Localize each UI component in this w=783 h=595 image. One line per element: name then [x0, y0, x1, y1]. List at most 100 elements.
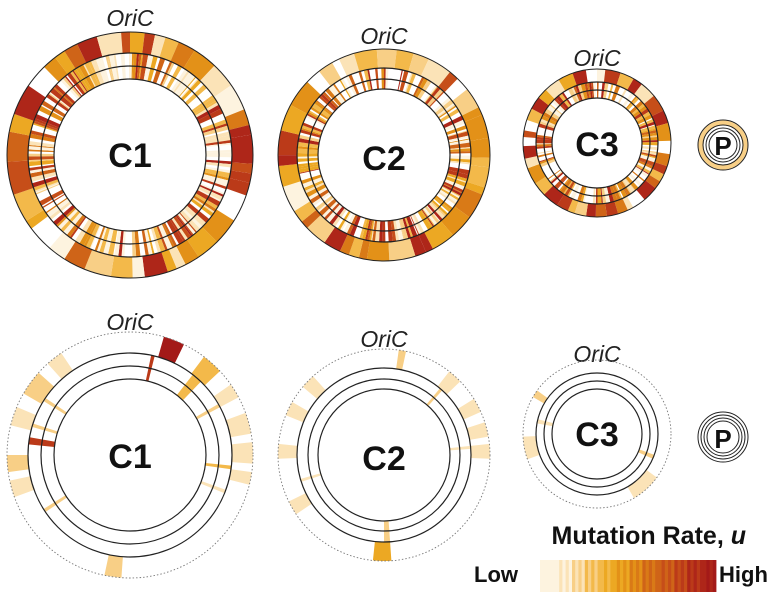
mutation-segment — [159, 37, 179, 62]
mutation-segment — [7, 455, 29, 473]
legend-color-stop — [565, 560, 570, 592]
mutation-segment — [226, 178, 250, 196]
mutation-segment — [200, 65, 232, 98]
mutation-segment — [328, 85, 345, 105]
oric-label: OriC — [360, 23, 408, 49]
mutation-segment — [523, 130, 537, 139]
mutation-segment — [574, 201, 588, 217]
mutation-segment — [586, 203, 597, 217]
mutation-segment — [230, 162, 253, 174]
mutation-segment — [64, 43, 87, 69]
mutation-segment — [627, 469, 657, 499]
mutation-segment — [446, 125, 467, 135]
mutation-segment — [170, 42, 195, 69]
ring-outline — [522, 359, 672, 509]
mutation-segment — [44, 57, 68, 83]
mutation-segment — [64, 241, 93, 270]
legend-color-stop — [661, 560, 666, 592]
mutation-segment — [649, 168, 665, 182]
ring-outline — [702, 124, 744, 166]
mutation-segment — [412, 76, 425, 97]
mutation-segment — [150, 34, 166, 58]
legend-title-variable: u — [731, 522, 746, 550]
mutation-segment — [191, 356, 220, 386]
legend-color-stop — [680, 560, 685, 592]
legend-color-stop — [572, 560, 576, 592]
mutation-segment — [290, 81, 321, 114]
mutation-segment — [229, 170, 252, 183]
mutation-segment — [417, 79, 432, 100]
mutation-segment — [307, 111, 327, 124]
mutation-segment — [278, 163, 302, 187]
mutation-segment — [339, 234, 356, 255]
mutation-segment — [302, 122, 323, 133]
legend-color-stop — [693, 560, 698, 592]
mutation-segment — [224, 109, 250, 131]
mutation-segment — [302, 376, 326, 400]
mutation-segment — [417, 210, 432, 230]
mutation-ring — [6, 331, 254, 579]
legend-title-text: Mutation Rate, — [552, 522, 731, 550]
ring-outline — [551, 97, 643, 189]
ring-outline — [697, 411, 749, 463]
mutation-segment — [433, 196, 452, 213]
legend-color-stop — [677, 560, 682, 592]
mutation-segment — [349, 215, 361, 237]
mutation-segment — [399, 70, 409, 92]
mutation-segment — [466, 165, 490, 188]
ring-outline — [27, 352, 233, 558]
mutation-segment — [310, 106, 330, 120]
mutation-segment — [348, 74, 360, 95]
ring-outline — [53, 78, 207, 232]
mutation-segment — [317, 197, 335, 213]
legend-color-stop — [690, 560, 694, 592]
legend-color-stop — [636, 560, 640, 592]
mutation-segment — [622, 196, 634, 211]
ring-outline — [535, 81, 659, 205]
mutation-segment — [311, 103, 331, 119]
mutation-segment — [14, 85, 46, 121]
mutation-segment — [431, 199, 449, 216]
legend-color-stop — [664, 560, 669, 592]
mutation-segment — [340, 78, 353, 98]
bottom-panel: OriC C1 OriC C2 OriC C3 P — [6, 309, 749, 579]
legend-color-stop — [687, 560, 691, 592]
chromosome-c3-top: OriC C3 — [522, 45, 672, 218]
legend-color-stop — [556, 560, 560, 592]
mutation-segment — [285, 402, 309, 423]
oric-label: OriC — [573, 341, 621, 367]
mutation-segment — [301, 209, 321, 228]
mutation-segment — [294, 201, 317, 222]
oric-label: OriC — [106, 309, 154, 335]
legend-color-stop — [540, 560, 544, 592]
mutation-segment — [202, 209, 235, 242]
mutation-segment — [47, 353, 73, 380]
legend-color-stop — [703, 560, 707, 592]
ring-outline — [700, 414, 746, 460]
legend-color-stop — [581, 560, 586, 592]
mutation-segment — [338, 53, 360, 77]
ring-outline — [6, 331, 254, 579]
chromosome-c3-bottom: OriC C3 — [522, 341, 672, 509]
mutation-segment — [321, 201, 339, 218]
mutation-segment — [655, 123, 671, 142]
mutation-segment — [452, 89, 479, 116]
mutation-segment — [572, 69, 588, 86]
mutation-segment — [278, 155, 298, 166]
mutation-segment — [470, 443, 491, 459]
legend-color-stop — [588, 560, 592, 592]
ring-outline — [706, 420, 740, 454]
mutation-segment — [366, 240, 390, 261]
legend-color-stop — [712, 560, 717, 592]
mutation-segment — [614, 198, 628, 214]
mutation-ring — [6, 31, 254, 279]
legend-color-stop — [549, 560, 554, 592]
ring-outline — [543, 89, 651, 197]
mutation-segment — [633, 84, 654, 105]
legend-color-stop — [559, 560, 563, 592]
mutation-segment — [595, 203, 607, 217]
mutation-segment — [423, 84, 438, 103]
legend-color-stop — [613, 560, 618, 592]
mutation-segment — [405, 72, 417, 94]
mutation-segment — [394, 49, 414, 72]
